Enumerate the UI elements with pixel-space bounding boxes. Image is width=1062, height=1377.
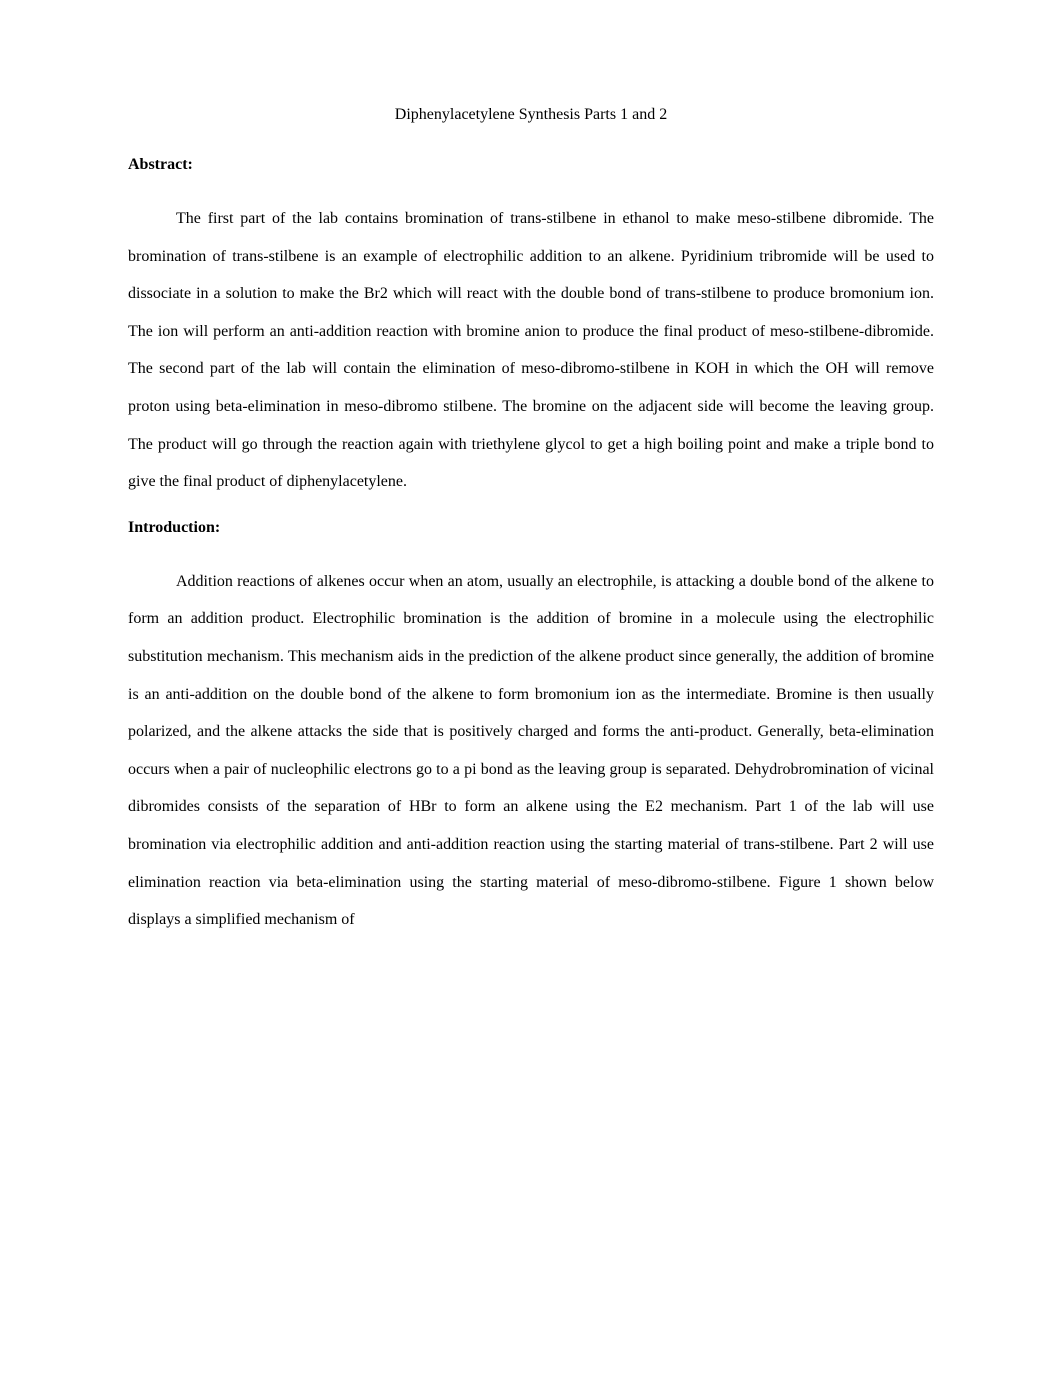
introduction-paragraph: Addition reactions of alkenes occur when… (128, 563, 934, 939)
abstract-paragraph: The first part of the lab contains bromi… (128, 200, 934, 501)
abstract-heading: Abstract: (128, 156, 934, 174)
introduction-text: Addition reactions of alkenes occur when… (128, 573, 934, 928)
document-title: Diphenylacetylene Synthesis Parts 1 and … (128, 106, 934, 124)
abstract-text: The first part of the lab contains bromi… (128, 210, 934, 490)
introduction-heading: Introduction: (128, 519, 934, 537)
